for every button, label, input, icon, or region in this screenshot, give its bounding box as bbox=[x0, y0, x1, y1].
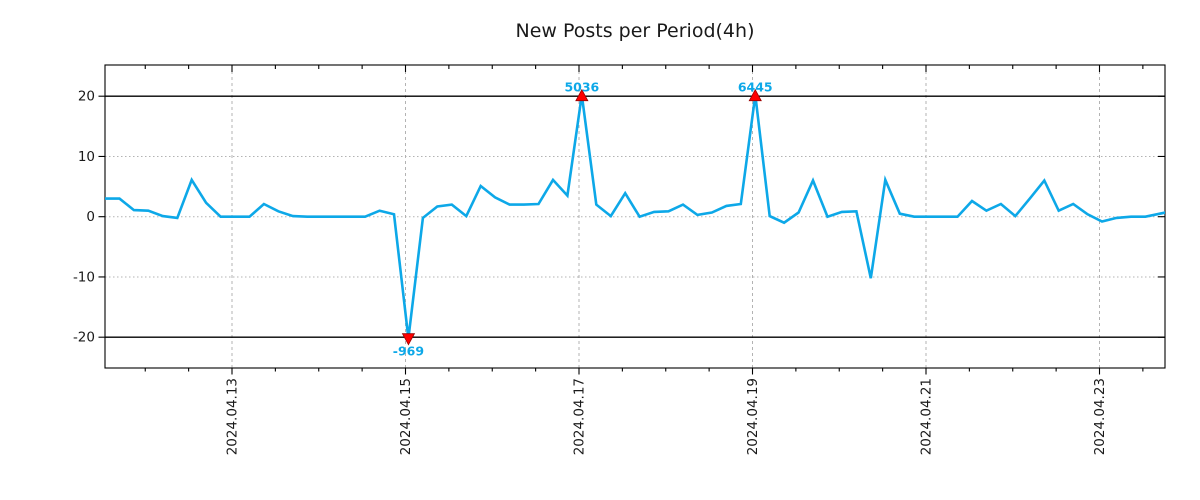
x-tick-label: 2024.04.13 bbox=[225, 378, 241, 455]
chart-title: New Posts per Period(4h) bbox=[516, 20, 755, 42]
x-tick-label: 2024.04.17 bbox=[572, 378, 588, 455]
peak-marker-up-icon bbox=[748, 88, 762, 102]
x-tick-label: 2024.04.23 bbox=[1092, 378, 1108, 455]
y-tick-label: 0 bbox=[86, 209, 95, 225]
axes-layer bbox=[98, 64, 1166, 375]
y-tick-label: -20 bbox=[73, 330, 95, 346]
threshold-lines-layer bbox=[105, 95, 1165, 338]
peak-value-label: -969 bbox=[393, 344, 424, 359]
y-tick-label: 10 bbox=[78, 149, 95, 165]
peak-marker-down-icon bbox=[401, 333, 416, 346]
data-line bbox=[105, 94, 1165, 339]
x-tick-label: 2024.04.19 bbox=[745, 378, 761, 455]
x-tick-label: 2024.04.15 bbox=[398, 378, 414, 455]
data-series-layer bbox=[105, 94, 1165, 339]
grid-layer bbox=[105, 65, 1165, 368]
y-tick-label: -10 bbox=[73, 269, 95, 285]
peak-marker-layer bbox=[401, 88, 762, 346]
annotation-layer: -969 5036 6445 bbox=[393, 80, 773, 359]
peak-marker-up-icon bbox=[575, 88, 589, 102]
peak-value-label: 6445 bbox=[738, 80, 773, 95]
tick-label-layer: 2024.04.13 2024.04.15 2024.04.17 2024.04.19… bbox=[73, 89, 1108, 456]
y-tick-label: 20 bbox=[78, 89, 95, 105]
x-tick-label: 2024.04.21 bbox=[919, 378, 935, 455]
peak-value-label: 5036 bbox=[564, 80, 599, 95]
